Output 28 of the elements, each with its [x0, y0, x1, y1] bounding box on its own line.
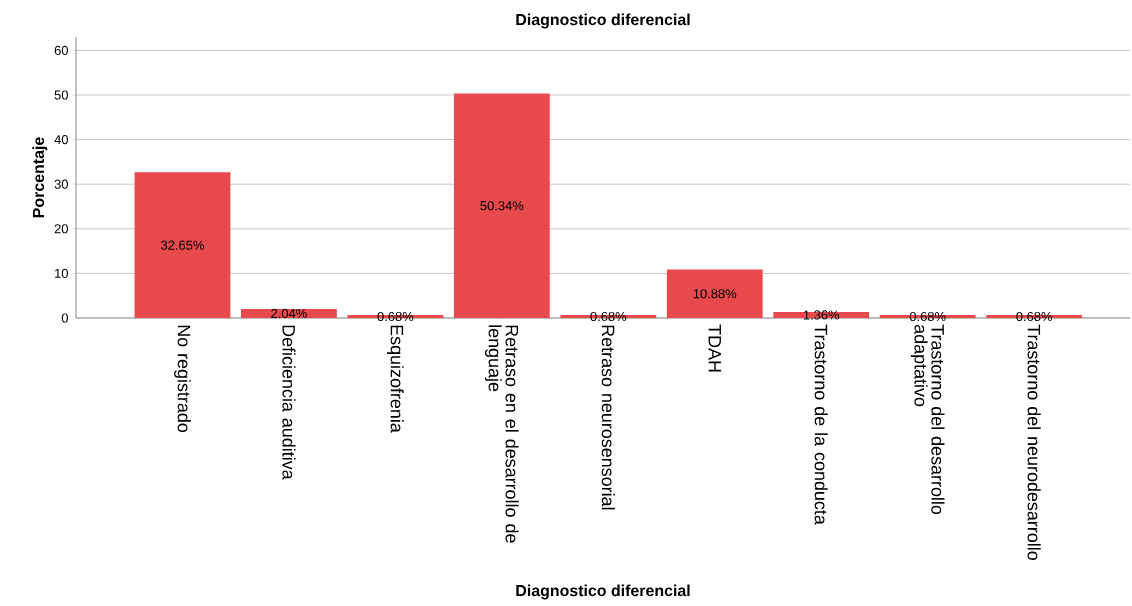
data-label: 2.04% [271, 308, 307, 319]
chart-title: Diagnostico diferencial [516, 13, 690, 29]
x-tick-label: TDAH [708, 324, 721, 372]
y-tick-label: 60 [54, 45, 68, 55]
bar [666, 269, 763, 318]
x-axis-title: Diagnostico diferencial [516, 584, 690, 600]
x-tick-label: Retraso neurosensorial [601, 325, 615, 510]
x-tick-label: Trastorno de la conducta [814, 324, 828, 525]
y-tick-label: 40 [54, 134, 68, 145]
data-label: 50.34% [480, 201, 524, 211]
y-tick-label: 10 [55, 268, 68, 278]
y-tick-label: 0 [61, 313, 68, 323]
y-tick-label: 30 [54, 179, 68, 189]
bar [134, 172, 231, 318]
y-tick-label: 20 [54, 224, 68, 234]
x-tick-label: Esquizofrenia [387, 325, 404, 433]
bar [453, 93, 550, 318]
x-tick-label: Deficiencia auditiva [282, 325, 296, 480]
x-tick-label: No registrado [174, 325, 191, 433]
y-tick-label: 50 [54, 90, 68, 100]
x-tick-label: Retraso en el desarrollo de lenguaje [485, 325, 519, 543]
y-axis-title: Porcentaje [32, 137, 48, 218]
x-tick-label: Trastorno del neurodesarrollo [1027, 324, 1041, 560]
bar [773, 311, 870, 318]
x-tick-label: Trastorno del desarrollo adaptativo [910, 324, 945, 515]
data-label: 10.88% [693, 289, 737, 299]
data-label: 1.36% [803, 310, 840, 320]
data-label: 32.65% [161, 240, 204, 250]
